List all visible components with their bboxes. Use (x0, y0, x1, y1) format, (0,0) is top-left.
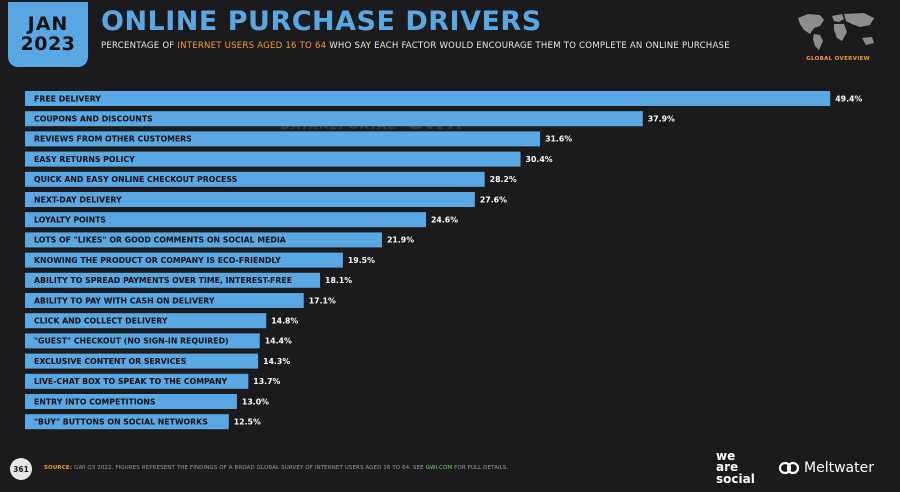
source-link[interactable]: GWI.COM (425, 465, 453, 471)
bar (25, 131, 541, 147)
bar-value-label: 18.1% (325, 276, 352, 285)
bar-value-label: 31.6% (545, 135, 572, 144)
bar-category-label: EXCLUSIVE CONTENT OR SERVICES (34, 357, 187, 366)
bar-chart: FREE DELIVERY 49.4% COUPONS AND DISCOUNTS 3… (25, 91, 862, 430)
bar-category-label: REVIEWS FROM OTHER CUSTOMERS (34, 135, 192, 144)
bar (25, 373, 249, 389)
date-badge: JAN 2023 (8, 2, 88, 67)
source-note: SOURCE: GWI Q3 2022. FIGURES REPRESENT T… (44, 465, 508, 471)
bar-category-label: LOTS OF "LIKES" OR GOOD COMMENTS ON SOCI… (34, 236, 286, 245)
bar-value-label: 17.1% (309, 296, 336, 305)
bar-value-label: 13.0% (242, 397, 269, 406)
bar (25, 353, 259, 369)
source-tail: FOR FULL DETAILS. (452, 465, 509, 471)
bar-category-label: FREE DELIVERY (34, 94, 101, 103)
bar-value-label: 30.4% (526, 155, 553, 164)
bar (25, 212, 426, 228)
meltwater-wordmark: Meltwater (804, 460, 874, 476)
bar-value-label: 28.2% (490, 175, 517, 184)
bar-value-label: 12.5% (234, 418, 261, 427)
bar-category-label: KNOWING THE PRODUCT OR COMPANY IS ECO-FR… (34, 256, 281, 265)
page-number: 361 (10, 458, 32, 480)
date-year: 2023 (20, 32, 76, 55)
bar-category-label: COUPONS AND DISCOUNTS (34, 115, 153, 124)
bar-category-label: LOYALTY POINTS (34, 216, 106, 225)
page-title: ONLINE PURCHASE DRIVERS (101, 6, 542, 37)
bar (25, 252, 343, 268)
bar-category-label: LIVE-CHAT BOX TO SPEAK TO THE COMPANY (34, 377, 228, 386)
bar-category-label: QUICK AND EASY ONLINE CHECKOUT PROCESS (34, 175, 238, 184)
bar (25, 232, 382, 248)
bar-category-label: "GUEST" CHECKOUT (NO SIGN-IN REQUIRED) (34, 337, 229, 346)
bar-category-label: ABILITY TO SPREAD PAYMENTS OVER TIME, IN… (34, 276, 292, 285)
meltwater-logo: Meltwater (778, 460, 874, 476)
bar (25, 333, 260, 349)
bar (25, 394, 237, 409)
bar-value-label: 14.4% (265, 337, 292, 346)
logo-line-1: we (716, 449, 736, 463)
bar-category-label: "BUY" BUTTONS ON SOCIAL NETWORKS (34, 418, 208, 427)
bar-category-label: ENTRY INTO COMPETITIONS (34, 397, 156, 406)
bar-value-label: 21.9% (387, 236, 414, 245)
bar (25, 91, 831, 106)
subtitle-highlight: INTERNET USERS AGED 16 TO 64 (177, 41, 327, 51)
bar-category-label: NEXT-DAY DELIVERY (34, 195, 122, 204)
bar-value-label: 13.7% (253, 377, 280, 386)
bar (25, 151, 521, 167)
bar-value-label: 24.6% (431, 216, 458, 225)
bar-value-label: 19.5% (348, 256, 375, 265)
bar-value-label: 14.8% (271, 317, 298, 326)
bar (25, 192, 475, 207)
we-are-social-logo: we are social (716, 449, 755, 486)
subtitle-pre: PERCENTAGE OF (101, 41, 178, 51)
bar (25, 272, 321, 288)
bar-value-label: 49.4% (835, 94, 862, 103)
bar-value-label: 27.6% (480, 195, 507, 204)
subtitle-post: WHO SAY EACH FACTOR WOULD ENCOURAGE THEM… (326, 41, 730, 51)
bar-value-label: 37.9% (648, 115, 675, 124)
logo-line-2: are (716, 460, 739, 475)
bar-category-label: EASY RETURNS POLICY (34, 155, 135, 164)
bar-category-label: CLICK AND COLLECT DELIVERY (34, 317, 168, 326)
bar (25, 414, 229, 430)
bar (25, 171, 485, 187)
bar (25, 293, 304, 308)
source-label: SOURCE: (44, 465, 73, 471)
bar-value-label: 14.3% (263, 357, 290, 366)
bar-category-label: ABILITY TO PAY WITH CASH ON DELIVERY (34, 296, 215, 305)
bar (25, 313, 267, 329)
date-month: JAN (27, 12, 69, 35)
page-subtitle: PERCENTAGE OF INTERNET USERS AGED 16 TO … (101, 41, 730, 51)
world-map-icon (798, 13, 874, 50)
logo-line-3: social (716, 471, 755, 486)
global-overview-label: GLOBAL OVERVIEW (806, 56, 870, 62)
meltwater-mark-icon (778, 461, 800, 475)
bar (25, 111, 643, 127)
source-text: GWI Q3 2022. FIGURES REPRESENT THE FINDI… (72, 465, 426, 471)
